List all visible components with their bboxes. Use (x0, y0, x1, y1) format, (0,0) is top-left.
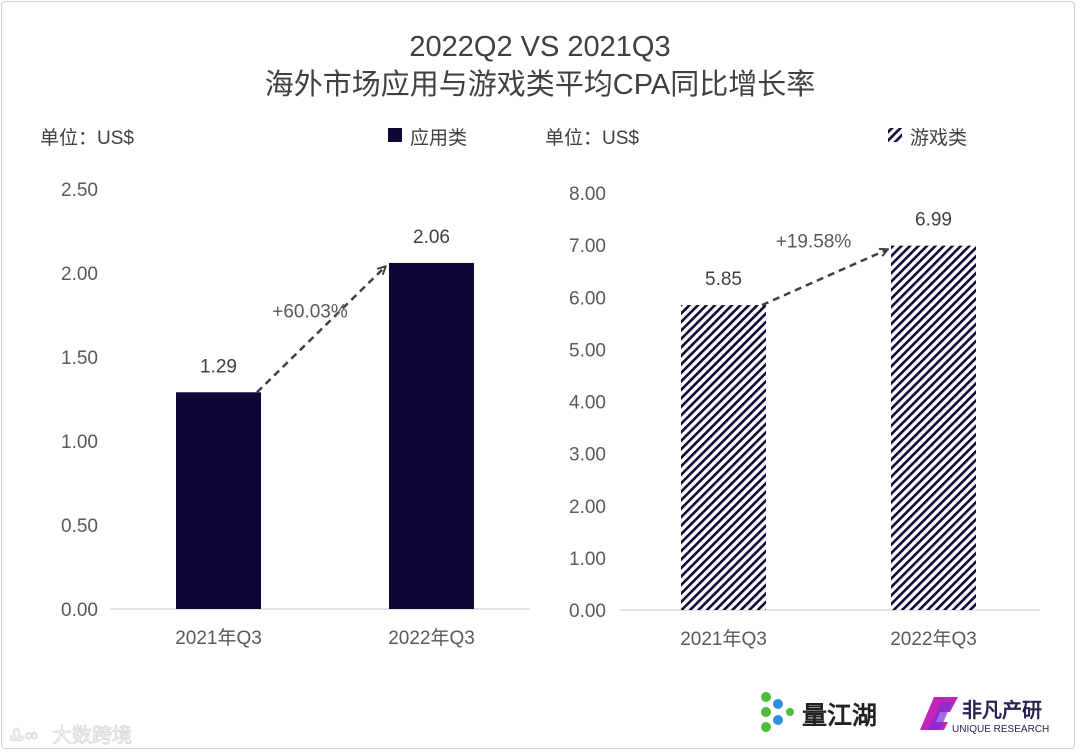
data-label: 2.06 (413, 227, 450, 248)
y-tick-label: 1.50 (61, 348, 98, 369)
watermark-text: 大数跨境 (52, 724, 132, 747)
y-tick-label: 8.00 (569, 184, 606, 205)
logo-text-unique-research: UNIQUE RESEARCH (952, 724, 1049, 735)
legend-label-1: 游戏类 (910, 127, 967, 149)
y-tick-label: 1.00 (569, 549, 606, 570)
y-tick-label: 7.00 (569, 236, 606, 257)
bar-应用类-0 (176, 392, 261, 609)
y-tick-label: 2.00 (569, 497, 606, 518)
legend-swatch-1 (888, 128, 902, 142)
y-tick-label: 2.00 (61, 264, 98, 285)
growth-annotation: +60.03% (272, 302, 348, 323)
watermark: Ꮂ∞ 大数跨境 (9, 724, 133, 748)
y-tick-label: 0.00 (61, 600, 98, 621)
data-label: 1.29 (200, 356, 237, 377)
growth-arrow (761, 250, 887, 307)
y-tick-label: 2.50 (61, 180, 98, 201)
y-tick-label: 0.50 (61, 516, 98, 537)
legend-label-0: 应用类 (410, 127, 467, 149)
data-label: 6.99 (915, 210, 952, 231)
y-tick-label: 0.00 (569, 601, 606, 622)
chart-title-line2: 海外市场应用与游戏类平均CPA同比增长率 (265, 68, 815, 101)
unique-research-logo: 非凡产研 UNIQUE RESEARCH (920, 697, 1049, 735)
x-tick-label: 2021年Q3 (175, 627, 262, 649)
growth-annotation: +19.58% (776, 232, 852, 253)
x-tick-label: 2022年Q3 (890, 628, 977, 650)
y-tick-label: 3.00 (569, 445, 606, 466)
logo-text-liangjianghu: 量江湖 (802, 702, 877, 730)
logo-text-feifan: 非凡产研 (962, 698, 1042, 722)
data-label: 5.85 (705, 269, 742, 290)
unit-label-1: 单位：US$ (545, 127, 639, 149)
legend-swatch-0 (388, 128, 402, 142)
bar-游戏类-0 (681, 305, 766, 610)
unit-label-0: 单位：US$ (40, 127, 134, 149)
y-tick-label: 1.00 (61, 432, 98, 453)
bar-应用类-1 (389, 262, 474, 609)
x-tick-label: 2022年Q3 (388, 627, 475, 649)
bar-游戏类-1 (891, 245, 976, 611)
y-tick-label: 4.00 (569, 393, 606, 414)
x-tick-label: 2021年Q3 (680, 628, 767, 650)
y-tick-label: 5.00 (569, 340, 606, 361)
growth-arrow (256, 267, 385, 394)
svg-text:Ꮂ∞: Ꮂ∞ (9, 725, 38, 745)
liangjianghu-logo: 量江湖 (761, 692, 877, 732)
chart-title-line1: 2022Q2 VS 2021Q3 (409, 31, 670, 63)
y-tick-label: 6.00 (569, 288, 606, 309)
